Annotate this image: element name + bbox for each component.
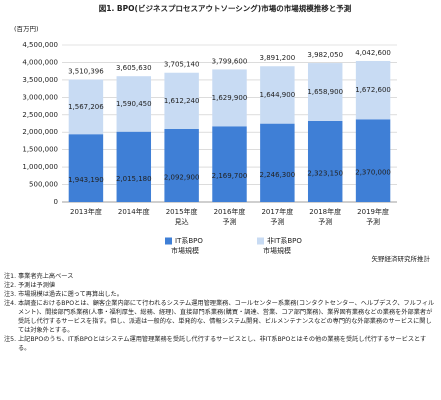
- note-text: 本調査におけるBPOとは、顧客企業内部にて行われるシステム運用管理業務、コールセ…: [18, 300, 435, 334]
- y-tick-label: 4,000,000: [22, 58, 58, 66]
- y-tick-label: 2,000,000: [22, 128, 58, 136]
- note: 注3. 市場規模は過去に遡って再算出した。: [4, 290, 436, 299]
- x-tick-note: 予測: [270, 217, 284, 226]
- y-unit: (百万円): [14, 25, 39, 33]
- value-label: 2,169,700: [212, 172, 248, 180]
- bar-segment: [355, 60, 391, 120]
- value-label: 1,590,450: [116, 100, 152, 108]
- note-label: 注2.: [4, 282, 17, 289]
- x-tick-label: 2014年度: [118, 207, 150, 216]
- legend-swatch: [257, 237, 264, 245]
- note-label: 注5.: [4, 336, 17, 343]
- bar-segment: [68, 134, 104, 202]
- value-label: 1,612,240: [164, 97, 200, 105]
- bar-segment: [116, 76, 152, 132]
- bar-segment: [68, 79, 104, 135]
- bar-segment: [212, 126, 247, 202]
- note-label: 注1.: [4, 273, 17, 280]
- value-label: 2,092,900: [164, 173, 200, 181]
- source: 矢野経済研究所推計: [372, 254, 431, 263]
- x-tick-note: 予測: [318, 217, 332, 226]
- value-label: 2,370,000: [355, 169, 391, 177]
- total-label: 3,705,140: [164, 61, 200, 69]
- total-label: 4,042,600: [355, 49, 391, 57]
- y-tick-label: 500,000: [29, 181, 58, 189]
- legend-sub: 市場規模: [263, 246, 291, 255]
- value-label: 1,567,206: [68, 103, 104, 111]
- value-label: 1,658,900: [307, 88, 343, 96]
- bar-segment: [260, 123, 295, 202]
- y-tick-label: 2,500,000: [22, 111, 58, 119]
- value-label: 1,943,190: [68, 176, 104, 184]
- total-label: 3,799,600: [212, 57, 248, 65]
- note-text: 事業者売上高ベース: [18, 273, 74, 280]
- x-tick-label: 2019年度: [357, 207, 389, 216]
- total-label: 3,982,050: [307, 51, 343, 59]
- chart-title: 図1. BPO(ビジネスプロセスアウトソーシング)市場の市場規模推移と予測: [99, 3, 352, 13]
- bar-segment: [116, 131, 152, 202]
- bar-segment: [307, 120, 343, 202]
- value-label: 1,644,900: [260, 91, 296, 99]
- notes: 注1. 事業者売上高ベース 注2. 予測は予測値 注3. 市場規模は過去に遡って再算出した…: [4, 272, 436, 353]
- y-tick-label: 4,500,000: [22, 41, 58, 49]
- note-text: 上記BPOのうち、IT系BPOとはシステム運用管理業務を受託し代行するサービスと…: [18, 336, 427, 352]
- bar-segment: [260, 66, 295, 124]
- note: 注4. 本調査におけるBPOとは、顧客企業内部にて行われるシステム運用管理業務、コ…: [4, 299, 436, 335]
- legend-label: IT系BPO: [175, 236, 203, 245]
- total-label: 3,605,630: [116, 64, 152, 72]
- value-label: 2,246,300: [260, 171, 296, 179]
- note: 注2. 予測は予測値: [4, 281, 436, 290]
- y-tick-label: 3,000,000: [22, 93, 58, 101]
- x-tick-note: 予測: [366, 217, 380, 226]
- note: 注1. 事業者売上高ベース: [4, 272, 436, 281]
- bar-segment: [307, 63, 343, 121]
- bar-segment: [212, 69, 247, 127]
- value-label: 1,629,900: [212, 94, 248, 102]
- y-tick-label: 3,500,000: [22, 76, 58, 84]
- legend-swatch: [165, 237, 172, 245]
- x-tick-label: 2016年度: [214, 207, 246, 216]
- note-label: 注4.: [4, 300, 17, 307]
- value-label: 1,672,600: [355, 86, 391, 94]
- value-label: 2,323,150: [307, 169, 343, 177]
- note-text: 市場規模は過去に遡って再算出した。: [18, 291, 123, 298]
- legend-sub: 市場規模: [171, 246, 199, 255]
- y-tick-label: 0: [54, 198, 58, 206]
- x-tick-label: 2017年度: [261, 207, 293, 216]
- x-tick-note: 見込: [175, 217, 189, 226]
- bar-segment: [164, 128, 199, 202]
- note: 注5. 上記BPOのうち、IT系BPOとはシステム運用管理業務を受託し代行するサー…: [4, 335, 436, 353]
- x-tick-note: 予測: [223, 217, 237, 226]
- total-label: 3,891,200: [260, 54, 296, 62]
- x-tick-label: 2013年度: [70, 207, 102, 216]
- total-label: 3,510,396: [68, 68, 104, 76]
- x-tick-label: 2018年度: [309, 207, 341, 216]
- legend-label: 非IT系BPO: [267, 236, 302, 245]
- y-tick-label: 1,500,000: [22, 146, 58, 154]
- note-label: 注3.: [4, 291, 17, 298]
- bar-segment: [164, 72, 199, 129]
- note-text: 予測は予測値: [18, 282, 56, 289]
- value-label: 2,015,180: [116, 175, 152, 183]
- bar-segment: [355, 119, 391, 202]
- chart: 図1. BPO(ビジネスプロセスアウトソーシング)市場の市場規模推移と予測 (百…: [14, 3, 431, 263]
- y-tick-label: 1,000,000: [22, 163, 58, 171]
- x-tick-label: 2015年度: [166, 207, 198, 216]
